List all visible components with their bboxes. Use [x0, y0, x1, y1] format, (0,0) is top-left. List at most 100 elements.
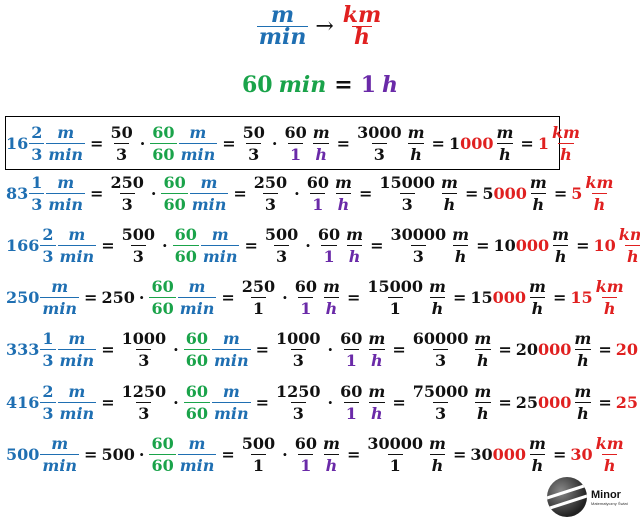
sixty-over-sixty: 60 60	[183, 381, 210, 423]
sixty-over-sixty: 60 60	[172, 224, 199, 266]
unit-m-per-min: m min	[57, 381, 97, 423]
conversion-row: 166 2 3 m min = 500 3 · 60 60 m min = 500 3 · 60 1 m h = 30000…	[6, 219, 640, 271]
equals-sign: =	[244, 235, 258, 255]
source-unit: m min	[256, 2, 309, 50]
equals-sign: =	[101, 235, 115, 255]
result-meters: 15000	[470, 287, 527, 307]
multiply-dot: ·	[282, 287, 288, 307]
result-meters: 10000	[493, 235, 550, 255]
value-fraction: 250 1	[241, 276, 276, 318]
value-fraction: 1000 3	[276, 328, 321, 370]
equals-sign: =	[370, 235, 384, 255]
unit-m-per-min: m min	[189, 172, 229, 214]
product-fraction: 75000 3	[412, 381, 469, 423]
improper-fraction: 1000 3	[121, 328, 167, 370]
unit-m-per-min: m min	[46, 172, 86, 214]
value-fraction: 500 1	[241, 433, 276, 475]
value-fraction: 50 3	[242, 122, 265, 164]
multiply-dot: ·	[327, 392, 334, 412]
conversion-header: m min → km h	[0, 2, 640, 50]
unit-m-per-min: m min	[178, 122, 218, 164]
equals-sign: =	[221, 287, 235, 307]
unit-m-per-min: m min	[211, 381, 251, 423]
product-fraction: 30000 3	[390, 224, 447, 266]
value-fraction: 1250 3	[276, 381, 321, 423]
equals-sign: =	[84, 444, 98, 464]
unit-m-per-min: m min	[177, 276, 217, 318]
unit-m-per-min: m min	[177, 433, 217, 475]
whole-part: 16	[6, 133, 29, 153]
equals-sign: =	[464, 183, 479, 203]
result-meters: 20000	[515, 339, 572, 359]
whole-part: 416	[6, 392, 40, 412]
improper-fraction: 50 3	[110, 122, 133, 164]
equals-sign: =	[452, 444, 467, 464]
product-fraction: 60000 3	[412, 328, 469, 370]
equals-sign: =	[431, 133, 445, 153]
multiply-dot: ·	[139, 133, 146, 153]
whole-part: 166	[6, 235, 40, 255]
unit-m-per-min: m min	[200, 224, 240, 266]
equals-sign: =	[346, 444, 361, 464]
sixty-over-sixty: 60 60	[150, 122, 177, 164]
result-km: 10	[593, 235, 616, 255]
equals-sign: =	[90, 183, 104, 203]
multiply-dot: ·	[305, 235, 311, 255]
conversion-row-highlighted: 16 2 3 m min = 50 3 · 60 60 m min = 50 3 · 60 1 m h = 3000 3 m h =…	[5, 116, 580, 170]
equals-sign: =	[84, 287, 98, 307]
equals-sign: =	[520, 133, 534, 153]
whole-part: 333	[6, 339, 40, 359]
result-meters: 25000	[515, 392, 572, 412]
sixty-over-one: 60 1	[317, 224, 341, 266]
conversion-row: 83 1 3 m min = 250 3 · 60 60 m min = 250 3 · 60 1 m h = 15000 3…	[6, 167, 636, 219]
equals-sign: =	[598, 392, 612, 412]
equals-sign: =	[498, 392, 512, 412]
sixty-over-sixty: 60 60	[161, 172, 188, 214]
result-km: 30	[570, 444, 593, 464]
minor-logo: Minor Matematyczny Świat	[547, 474, 637, 520]
product-fraction: 15000 1	[367, 276, 424, 318]
equals-sign: =	[255, 339, 270, 359]
equals-sign: =	[101, 339, 115, 359]
multiply-dot: ·	[294, 183, 300, 203]
result-km: 25	[615, 392, 639, 412]
result-meters: 5000	[482, 183, 527, 203]
sixty-over-one: 60 1	[306, 172, 329, 214]
multiply-dot: ·	[138, 287, 145, 307]
multiply-dot: ·	[150, 183, 157, 203]
value-fraction: 500 3	[264, 224, 299, 266]
whole-part: 250	[6, 287, 40, 307]
result-km: 15	[570, 287, 593, 307]
unit-m-per-min: m min	[46, 122, 86, 164]
sixty-over-sixty: 60 60	[183, 328, 210, 370]
sixty-over-sixty: 60 60	[149, 276, 176, 318]
unit-m-per-min: m min	[57, 328, 97, 370]
multiplier: 500	[101, 444, 135, 464]
sixty-over-one: 60 1	[294, 433, 317, 475]
equals-sign: =	[358, 183, 373, 203]
equals-sign: =	[552, 287, 567, 307]
sixty-over-one: 60 1	[294, 276, 317, 318]
result-meters: 30000	[470, 444, 527, 464]
equals-sign: =	[101, 392, 115, 412]
